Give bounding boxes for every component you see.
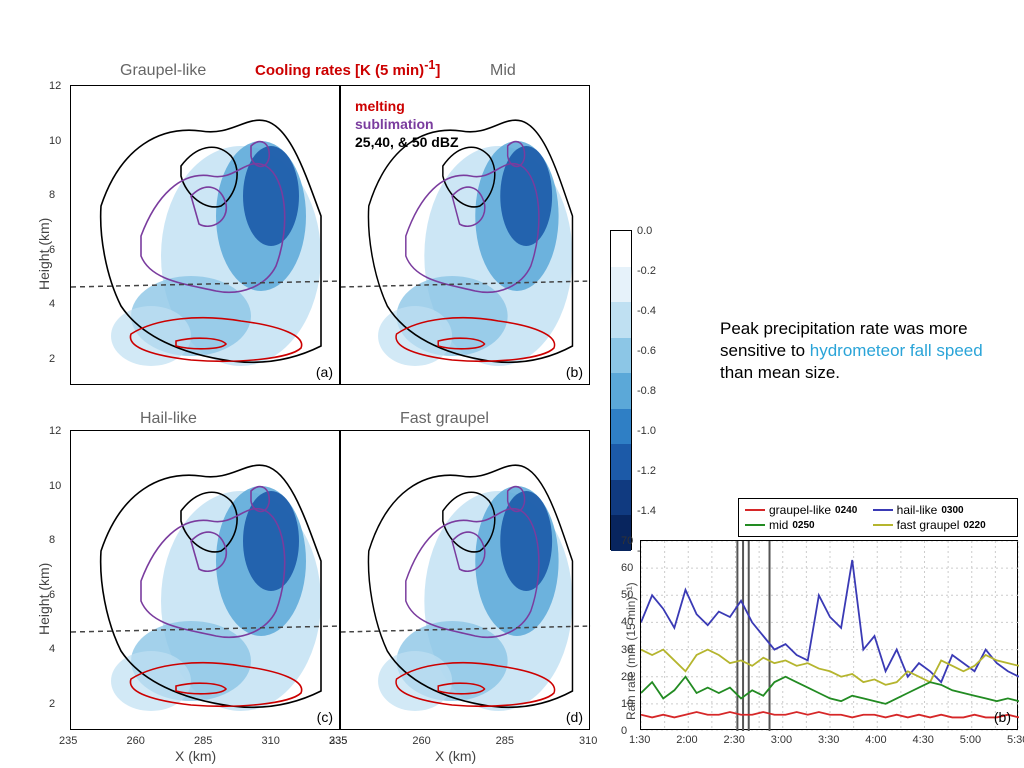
caption-text: Peak precipitation rate was more sensiti… <box>720 318 1000 384</box>
panel-title-a: Graupel-like <box>120 62 206 80</box>
panel-title-c: Hail-like <box>140 410 197 428</box>
legend-dbz: 25,40, & 50 dBZ <box>355 134 459 150</box>
colorbar: 0.0-0.2-0.4-0.6-0.8-1.0-1.2-1.4-1.6 <box>610 230 632 550</box>
panel-a: 24681012(a) <box>70 85 340 385</box>
caption-highlight: hydrometeor fall speed <box>810 341 983 360</box>
rainrate-ylabel: Rain rate (mm (15 min)⁻¹) <box>624 582 638 720</box>
cooling-rates-title: Cooling rates [K (5 min)-1] <box>255 58 440 79</box>
x-axis-label-right: X (km) <box>435 748 476 764</box>
contour-figure: Cooling rates [K (5 min)-1] Graupel-like… <box>20 60 660 750</box>
panel-c: 24681012235260285310335(c) <box>70 430 340 730</box>
x-axis-label-left: X (km) <box>175 748 216 764</box>
legend-melting: melting <box>355 98 405 114</box>
panel-title-d: Fast graupel <box>400 410 489 428</box>
panel-title-b: Mid <box>490 62 516 80</box>
legend-sublimation: sublimation <box>355 116 434 132</box>
rainrate-chart: 0102030405060701:302:002:303:003:304:004… <box>640 540 1018 730</box>
panel-d: 235260285310(d) <box>340 430 590 730</box>
rainrate-legend: graupel-like 0240mid 0250hail-like 0300f… <box>738 498 1018 537</box>
